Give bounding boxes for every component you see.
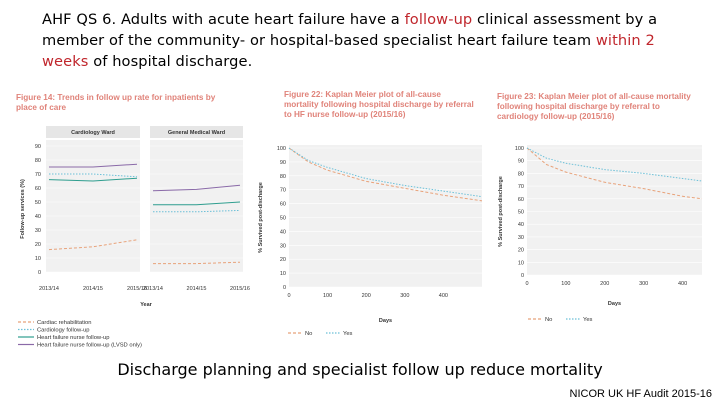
figure22-ytick: 10: [280, 271, 286, 277]
source-credit: NICOR UK HF Audit 2015-16: [569, 388, 712, 400]
figure14-ytick: 20: [35, 242, 41, 248]
figure14-xtick: 2015/16: [127, 286, 147, 292]
figure14-title: Figure 14: Trends in follow up rate for …: [16, 93, 216, 112]
figure23-xtick: 0: [525, 281, 528, 287]
figure23-ytick: 20: [518, 248, 524, 254]
figure22-ytick: 90: [280, 160, 286, 166]
figure14-series-line: [48, 177, 138, 182]
figure14-panel-header: [150, 126, 243, 138]
figure22-legend-label: Yes: [343, 331, 353, 337]
figure14-ytick: 40: [35, 214, 41, 220]
figure14-legend-label: Heart failure nurse follow-up: [37, 335, 110, 341]
heading-highlight-followup: follow‑up: [404, 11, 473, 28]
heading-highlight-2weeks: within 2 weeks: [42, 32, 655, 70]
figure14-plot-area: [150, 140, 243, 272]
slide-heading: AHF QS 6. Adults with acute heart failur…: [42, 9, 702, 72]
figure14-legend-label: Heart failure nurse follow-up (LVSD only…: [37, 343, 142, 349]
figure23-legend-label: Yes: [583, 317, 593, 323]
figure22-ytick: 100: [277, 146, 286, 152]
figure23-ytick: 90: [518, 159, 524, 165]
figure23-ytick: 30: [518, 235, 524, 241]
figure14-ytick: 90: [35, 144, 41, 150]
figure14-ytick: 0: [38, 270, 41, 276]
figure23-xtick: 100: [561, 281, 570, 287]
figure14-ytick: 50: [35, 200, 41, 206]
figure14-xtick: 2014/15: [187, 286, 207, 292]
figure23-legend-label: No: [545, 317, 552, 323]
figure22-xtick: 400: [439, 293, 448, 299]
figure22-xtick: 100: [323, 293, 332, 299]
figure22-ytick: 0: [283, 285, 286, 291]
figure23-ytick: 50: [518, 210, 524, 216]
figure14-panel-title-cardiology: Cardiology Ward: [71, 130, 115, 136]
figure22-ytick: 70: [280, 188, 286, 194]
figure22-xlabel: Days: [379, 318, 392, 324]
figure14-series-line: [153, 261, 241, 265]
figure14-xtick: 2015/16: [230, 286, 250, 292]
figure23-ytick: 10: [518, 260, 524, 266]
figure14-legend-label: Cardiology follow-up: [37, 328, 90, 334]
figure22-ytick: 30: [280, 243, 286, 249]
figure23-ylabel: % Survived post-discharge: [498, 176, 504, 247]
heading-text-2: clinical assessment by a member of the c…: [42, 11, 658, 49]
figure23-plot-area: [527, 145, 702, 275]
figure14-ytick: 10: [35, 256, 41, 262]
figure23-ytick: 80: [518, 171, 524, 177]
figure14-series-line: [153, 209, 241, 213]
figure14-ytick: 80: [35, 158, 41, 164]
figure23-xtick: 400: [678, 281, 687, 287]
figure14-panel-header: [46, 126, 140, 138]
figure14-series-line: [152, 184, 241, 192]
figure14-series-line: [49, 173, 138, 178]
figure22-xtick: 200: [362, 293, 371, 299]
figure22-ytick: 20: [280, 257, 286, 263]
heading-text-1: AHF QS 6. Adults with acute heart failur…: [42, 11, 405, 28]
figure14-panel-title-general-medical: General Medical Ward: [168, 130, 225, 136]
figure22-ytick: 40: [280, 229, 286, 235]
figure14-xlabel: Year: [140, 302, 152, 308]
figure14-ytick: 70: [35, 172, 41, 178]
figure22-xtick: 0: [287, 293, 290, 299]
figure23-xlabel: Days: [608, 301, 621, 307]
figure22-ytick: 60: [280, 202, 286, 208]
figure23-ytick: 70: [518, 184, 524, 190]
figure22-ylabel: % Survived post-discharge: [258, 182, 264, 253]
figure14-legend-label: Cardiac rehabilitation: [37, 320, 91, 326]
heading-text-3: of hospital discharge.: [88, 53, 253, 70]
figure22-title: Figure 22: Kaplan Meier plot of all-caus…: [284, 90, 474, 119]
figure22-ytick: 50: [280, 216, 286, 222]
figure14-xtick: 2014/15: [83, 286, 103, 292]
figure23-ytick: 100: [515, 146, 524, 152]
figure22-xtick: 300: [400, 293, 409, 299]
figure22-plot-area: [289, 145, 482, 287]
figure14-ytick: 60: [35, 186, 41, 192]
figure23-title: Figure 23: Kaplan Meier plot of all-caus…: [497, 92, 691, 121]
figure23-series-line: [526, 147, 703, 200]
figure14-series-line: [153, 201, 241, 206]
figure23-ytick: 40: [518, 222, 524, 228]
figure14-xtick: 2013/14: [39, 286, 59, 292]
figure23-ytick: 60: [518, 197, 524, 203]
figure14-plot-area: [46, 140, 140, 272]
figure23-series-line: [526, 147, 703, 182]
figure14-ylabel: Follow-up services (%): [20, 179, 26, 239]
figure14-ytick: 30: [35, 228, 41, 234]
figure14-series-line: [49, 163, 138, 168]
slide-caption: Discharge planning and specialist follow…: [117, 360, 603, 379]
figure23-xtick: 200: [600, 281, 609, 287]
figure23-ytick: 0: [521, 273, 524, 279]
figure22-ytick: 80: [280, 174, 286, 180]
figure14-xtick: 2013/14: [143, 286, 163, 292]
figure22-legend-label: No: [305, 331, 312, 337]
figure23-xtick: 300: [639, 281, 648, 287]
